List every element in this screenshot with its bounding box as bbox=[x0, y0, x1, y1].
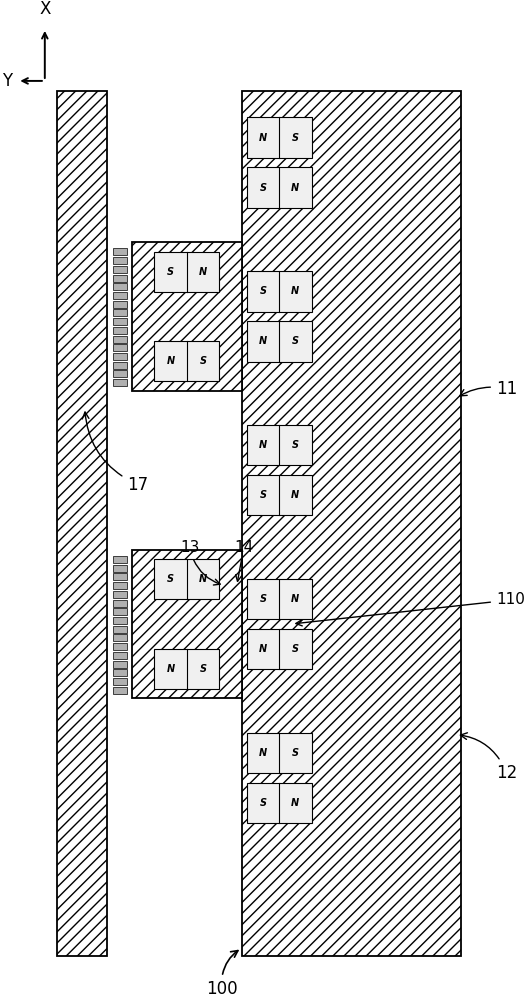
Bar bbox=[112, 292, 127, 299]
Bar bbox=[112, 687, 127, 694]
Bar bbox=[112, 344, 127, 351]
Text: S: S bbox=[259, 594, 267, 604]
Text: N: N bbox=[259, 644, 267, 654]
Bar bbox=[112, 652, 127, 659]
Bar bbox=[112, 643, 127, 650]
Bar bbox=[112, 327, 127, 334]
Bar bbox=[112, 608, 127, 615]
Text: 100: 100 bbox=[206, 951, 238, 998]
Bar bbox=[112, 257, 127, 264]
Bar bbox=[57, 91, 107, 956]
Text: S: S bbox=[292, 644, 299, 654]
Bar bbox=[112, 362, 127, 369]
Bar bbox=[247, 733, 312, 773]
Bar bbox=[112, 565, 127, 572]
Bar bbox=[247, 117, 312, 158]
Bar bbox=[247, 425, 312, 465]
Bar bbox=[155, 341, 219, 381]
Text: X: X bbox=[39, 0, 51, 18]
Text: S: S bbox=[292, 336, 299, 346]
Text: 17: 17 bbox=[82, 412, 148, 494]
Text: N: N bbox=[259, 748, 267, 758]
Text: N: N bbox=[291, 490, 299, 500]
Bar bbox=[112, 318, 127, 325]
Bar bbox=[112, 275, 127, 282]
Text: N: N bbox=[259, 133, 267, 143]
Bar bbox=[112, 336, 127, 343]
Bar bbox=[112, 634, 127, 641]
Bar bbox=[112, 301, 127, 308]
Bar bbox=[112, 600, 127, 607]
Text: S: S bbox=[259, 798, 267, 808]
Bar bbox=[155, 559, 219, 599]
Text: N: N bbox=[291, 286, 299, 296]
Text: N: N bbox=[167, 664, 175, 674]
Bar bbox=[112, 353, 127, 360]
Bar bbox=[112, 582, 127, 589]
Text: N: N bbox=[259, 336, 267, 346]
Bar bbox=[112, 266, 127, 273]
Text: S: S bbox=[200, 664, 206, 674]
Text: S: S bbox=[259, 286, 267, 296]
Bar bbox=[247, 475, 312, 515]
Bar bbox=[132, 242, 242, 391]
Bar bbox=[112, 379, 127, 386]
Text: S: S bbox=[292, 133, 299, 143]
Bar bbox=[247, 629, 312, 669]
Bar bbox=[155, 252, 219, 292]
Bar bbox=[112, 248, 127, 255]
Text: N: N bbox=[291, 594, 299, 604]
Bar bbox=[242, 91, 461, 956]
Text: N: N bbox=[291, 183, 299, 193]
Text: 13: 13 bbox=[180, 540, 220, 585]
Bar bbox=[112, 283, 127, 290]
Text: 14: 14 bbox=[234, 540, 253, 581]
Bar bbox=[247, 783, 312, 823]
Bar bbox=[155, 649, 219, 689]
Text: S: S bbox=[292, 748, 299, 758]
Bar bbox=[112, 617, 127, 624]
Bar bbox=[112, 309, 127, 316]
Bar bbox=[112, 556, 127, 563]
Text: S: S bbox=[292, 440, 299, 450]
Bar bbox=[112, 573, 127, 580]
Bar bbox=[247, 579, 312, 619]
Bar bbox=[247, 167, 312, 208]
Bar bbox=[112, 591, 127, 598]
Bar bbox=[112, 661, 127, 668]
Text: N: N bbox=[167, 356, 175, 366]
Text: 11: 11 bbox=[460, 380, 517, 398]
Text: 110: 110 bbox=[296, 592, 525, 626]
Text: S: S bbox=[259, 183, 267, 193]
Text: S: S bbox=[259, 490, 267, 500]
Bar bbox=[112, 678, 127, 685]
Text: Y: Y bbox=[2, 72, 12, 90]
Text: S: S bbox=[200, 356, 206, 366]
Text: S: S bbox=[167, 574, 174, 584]
Bar bbox=[247, 271, 312, 312]
Bar bbox=[112, 370, 127, 377]
Bar bbox=[247, 321, 312, 362]
Bar bbox=[132, 550, 242, 698]
Text: N: N bbox=[199, 267, 207, 277]
Text: N: N bbox=[291, 798, 299, 808]
Text: N: N bbox=[259, 440, 267, 450]
Bar bbox=[112, 626, 127, 633]
Bar bbox=[112, 669, 127, 676]
Text: S: S bbox=[167, 267, 174, 277]
Text: N: N bbox=[199, 574, 207, 584]
Text: 12: 12 bbox=[460, 733, 517, 782]
